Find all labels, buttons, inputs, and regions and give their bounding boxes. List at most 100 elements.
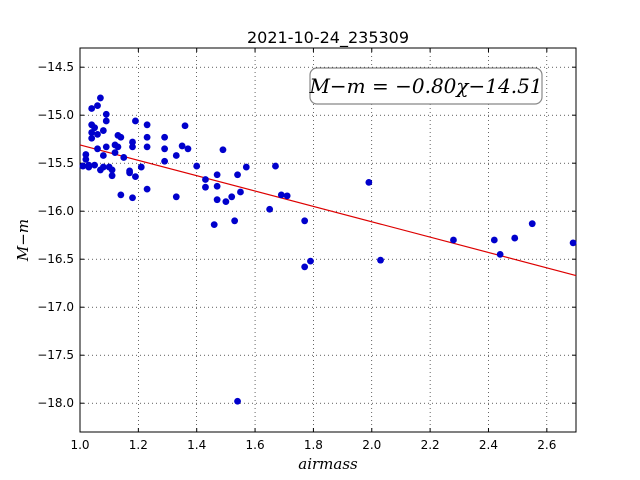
data-point [365, 179, 373, 186]
data-point [202, 176, 209, 183]
data-point [91, 124, 98, 132]
data-point [213, 196, 221, 204]
data-point [114, 143, 122, 151]
data-point [172, 152, 180, 159]
data-point [132, 173, 139, 181]
data-point [108, 172, 116, 180]
y-axis-label: M−m [14, 219, 32, 262]
data-points [79, 94, 577, 405]
x-tick-label: 2.0 [362, 438, 381, 452]
data-point [132, 117, 139, 125]
data-point [450, 236, 457, 244]
fit-line-group [79, 144, 577, 277]
data-point [94, 131, 101, 138]
data-point [102, 143, 110, 151]
y-tick-label: −15.5 [37, 156, 74, 170]
data-point [88, 134, 96, 142]
data-point [161, 133, 169, 141]
data-point [82, 151, 90, 158]
data-point [143, 121, 151, 129]
data-point [82, 155, 90, 163]
data-point [184, 145, 192, 153]
data-point [99, 163, 107, 171]
data-point [210, 221, 218, 229]
data-point [228, 193, 236, 201]
x-tick-label: 2.2 [421, 438, 440, 452]
data-point [301, 217, 309, 225]
data-point [193, 162, 201, 170]
data-point [91, 161, 98, 169]
data-point [237, 188, 244, 196]
y-tick-label: −17.0 [37, 300, 74, 314]
data-point [108, 166, 116, 174]
data-point [129, 194, 136, 202]
data-point [202, 183, 209, 191]
data-point [102, 110, 110, 118]
data-point [222, 198, 230, 206]
y-tick-label: −17.5 [37, 348, 74, 362]
x-tick-label: 2.4 [479, 438, 498, 452]
data-point [231, 217, 239, 225]
data-point [377, 256, 384, 264]
data-point [178, 142, 186, 150]
grid [79, 48, 576, 432]
data-point [569, 239, 577, 247]
x-tick-label: 2.6 [537, 438, 556, 452]
data-point [102, 117, 110, 125]
data-point [213, 182, 221, 190]
data-point [283, 192, 291, 200]
data-point [94, 145, 101, 153]
data-point [161, 157, 169, 165]
data-point [266, 205, 274, 213]
data-point [528, 220, 536, 228]
data-point [301, 263, 309, 271]
data-point [213, 171, 221, 179]
y-tick-label: −16.5 [37, 252, 74, 266]
y-tick-label: −15.0 [37, 108, 74, 122]
data-point [234, 397, 241, 405]
chart-title: 2021-10-24_235309 [247, 28, 409, 48]
data-point [143, 133, 151, 141]
y-tick-label: −18.0 [37, 396, 74, 410]
x-tick-label: 1.4 [187, 438, 206, 452]
data-point [97, 94, 104, 102]
data-point [490, 236, 498, 244]
data-point [85, 163, 93, 171]
data-point [143, 143, 151, 151]
fit-annotation: M−m = −0.80χ−14.51 [308, 67, 543, 105]
y-tick-label: −14.5 [37, 60, 74, 74]
data-point [172, 193, 180, 201]
data-point [79, 162, 87, 170]
data-point [307, 257, 314, 265]
x-axis-label: airmass [298, 455, 358, 473]
data-point [272, 162, 279, 170]
x-tick-label: 1.6 [246, 438, 265, 452]
x-tick-label: 1.0 [70, 438, 89, 452]
data-point [117, 133, 125, 141]
data-point [219, 146, 227, 154]
data-point [126, 169, 133, 177]
data-point [129, 143, 136, 151]
data-point [99, 152, 107, 159]
data-point [129, 138, 136, 146]
plot-area: 1.0 1.2 1.4 1.6 1.8 2.0 2.2 2.4 2.6 −14.5 −15.0 −15… [37, 47, 577, 452]
data-point [161, 145, 169, 153]
x-tick-label: 1.8 [304, 438, 323, 452]
data-point [99, 127, 107, 134]
data-point [496, 251, 504, 258]
annotation-box [309, 67, 543, 105]
data-point [137, 163, 145, 171]
data-point [143, 185, 151, 193]
data-point [111, 149, 119, 157]
plot-frame [79, 47, 577, 433]
data-point [511, 234, 519, 242]
data-point [117, 191, 125, 199]
axis-ticks: 1.0 1.2 1.4 1.6 1.8 2.0 2.2 2.4 2.6 −14.5 −15.0 −15… [37, 48, 576, 452]
data-point [94, 102, 101, 109]
data-point [88, 105, 96, 112]
data-point [120, 154, 128, 161]
fit-line [79, 144, 577, 277]
data-point [181, 122, 189, 130]
x-tick-label: 1.2 [129, 438, 148, 452]
